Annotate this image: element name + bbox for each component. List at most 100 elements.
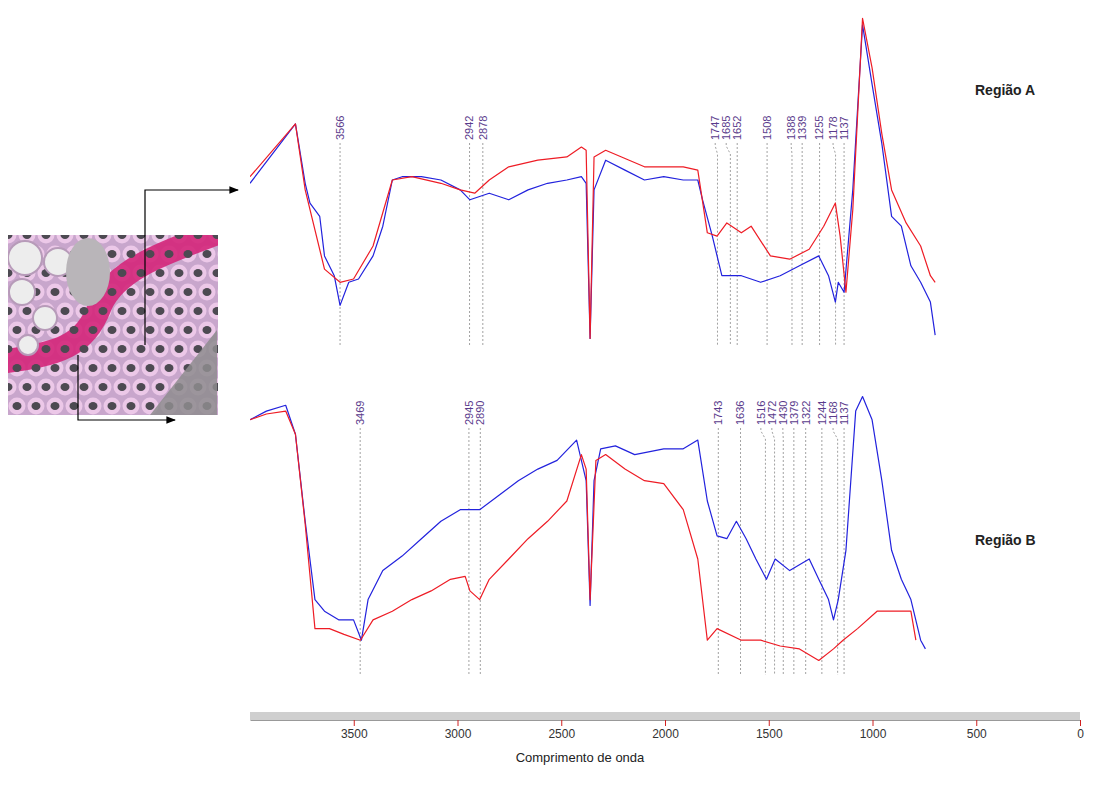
cell-lumen [137, 269, 146, 277]
cell-lumen [146, 326, 155, 334]
tick-mark [769, 720, 770, 726]
cell-lumen [137, 345, 146, 353]
cell-lumen [203, 288, 212, 296]
annotation-label: 1244 [816, 401, 828, 425]
cell-wall [38, 379, 55, 396]
cell-lumen [108, 402, 117, 410]
cell-wall [180, 284, 197, 301]
cell-wall [142, 284, 159, 301]
cell-wall [152, 303, 169, 320]
cell-wall [218, 284, 219, 301]
cell-lumen [146, 288, 155, 296]
cell-wall [161, 284, 178, 301]
cell-lumen [213, 269, 219, 277]
cell-lumen [99, 235, 108, 239]
cell-wall [114, 379, 131, 396]
dark-region [150, 330, 217, 415]
annotation-line [805, 428, 806, 675]
arrow [78, 355, 175, 420]
panel: 3469294528901743163615161472143013791322… [250, 397, 1084, 765]
tick: 1000 [860, 720, 887, 741]
cell-lumen [175, 235, 184, 239]
annotation-line [718, 428, 719, 675]
cell-lumen [118, 269, 127, 277]
tick-label: 1500 [756, 727, 783, 741]
annotation-label: 2945 [463, 401, 475, 425]
cell-lumen [118, 235, 127, 239]
cell-wall [95, 341, 112, 358]
cell-wall [19, 379, 36, 396]
cell-lumen [118, 383, 127, 391]
annotation-label: 3469 [354, 401, 366, 425]
cell-wall [57, 303, 74, 320]
spectrum-line [250, 411, 916, 660]
cell-lumen [23, 307, 32, 315]
tick-label: 3500 [341, 727, 368, 741]
cell-lumen [99, 307, 108, 315]
cell-lumen [165, 364, 174, 372]
plot-area [250, 397, 925, 661]
cell-lumen [194, 269, 203, 277]
cell-lumen [32, 402, 41, 410]
cell-wall [190, 265, 207, 282]
x-axis: 3500300025002000150010005000 [251, 720, 1085, 741]
cell-wall [152, 379, 169, 396]
annotation-label: 1137 [838, 401, 850, 425]
tick-label: 2000 [652, 727, 679, 741]
cell-lumen [70, 364, 79, 372]
cell-wall [114, 303, 131, 320]
cell-lumen [80, 383, 89, 391]
cell-wall [104, 398, 121, 415]
cell-wall [142, 322, 159, 339]
spectrum-line [250, 25, 935, 339]
cell-lumen [51, 288, 60, 296]
cell-wall [133, 379, 150, 396]
tick: 3500 [341, 720, 368, 741]
cell-lumen [51, 364, 60, 372]
cell-lumen [165, 250, 174, 258]
tick-mark [458, 720, 459, 726]
annotation-line [740, 428, 741, 675]
annotation-line [726, 143, 730, 345]
tick-label: 2500 [548, 727, 575, 741]
cell-lumen [89, 326, 98, 334]
tick-mark [976, 720, 977, 726]
cell-lumen [184, 326, 193, 334]
cell-lumen [108, 364, 117, 372]
annotation-label: 1652 [731, 116, 743, 140]
annotation-label: 2878 [477, 116, 489, 140]
cell-lumen [61, 307, 70, 315]
vessel [9, 279, 35, 305]
cell-wall [47, 398, 64, 415]
cell-wall [123, 398, 140, 415]
cell-wall [104, 322, 121, 339]
annotation-labels: 3566294228781747168516521508138813391255… [334, 116, 850, 140]
cell-wall [218, 360, 219, 377]
cell-wall [133, 303, 150, 320]
cell-wall [133, 341, 150, 358]
tick: 3000 [445, 720, 472, 741]
cell-wall [180, 322, 197, 339]
cell-lumen [108, 326, 117, 334]
cell-lumen [156, 383, 165, 391]
tick-label: 0 [1077, 727, 1084, 741]
cell-lumen [127, 326, 136, 334]
panel: 3566294228781747168516521508138813391255… [250, 18, 1035, 345]
vessel [33, 306, 57, 330]
cell-lumen [165, 288, 174, 296]
cell-wall [218, 398, 219, 415]
annotation-line [833, 428, 838, 675]
annotation-line [844, 428, 845, 675]
annotation-label: 2890 [474, 401, 486, 425]
tick: 2000 [652, 720, 679, 741]
cell-lumen [175, 269, 184, 277]
cell-lumen [175, 345, 184, 353]
cell-lumen [32, 364, 41, 372]
cell-lumen [108, 288, 117, 296]
annotation-lines [360, 428, 844, 675]
cell-lumen [23, 383, 32, 391]
stained-band [8, 235, 218, 362]
annotation-label: 1339 [796, 116, 808, 140]
cell-lumen [61, 345, 70, 353]
cell-lumen [165, 326, 174, 334]
